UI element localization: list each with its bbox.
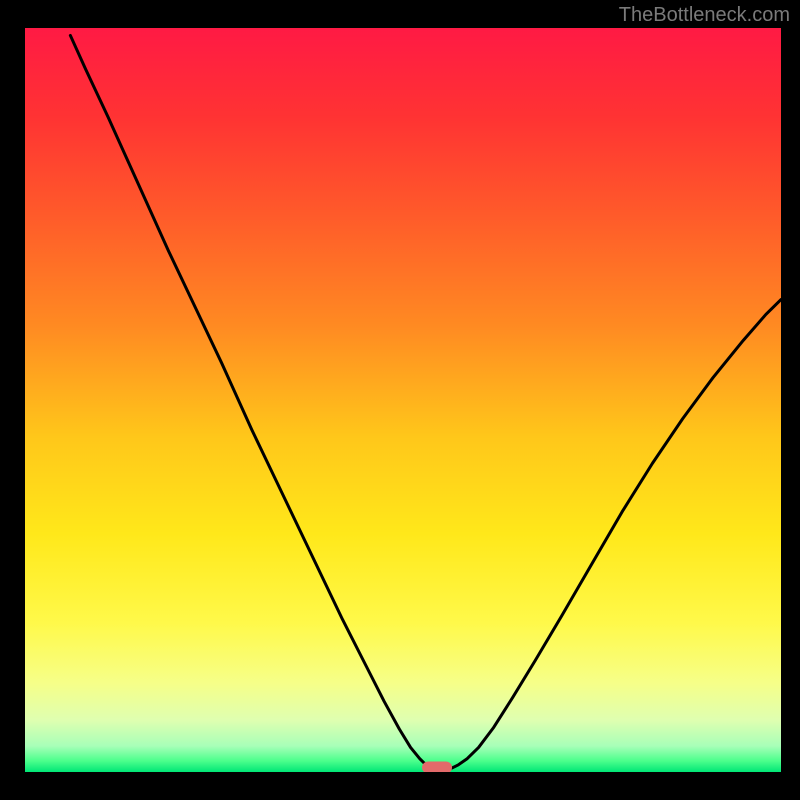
optimal-marker	[422, 762, 452, 772]
gradient-background	[25, 28, 781, 772]
plot-svg	[25, 28, 781, 772]
plot-area	[25, 28, 781, 772]
watermark-text: TheBottleneck.com	[619, 4, 790, 27]
chart-canvas: TheBottleneck.com	[0, 0, 800, 800]
